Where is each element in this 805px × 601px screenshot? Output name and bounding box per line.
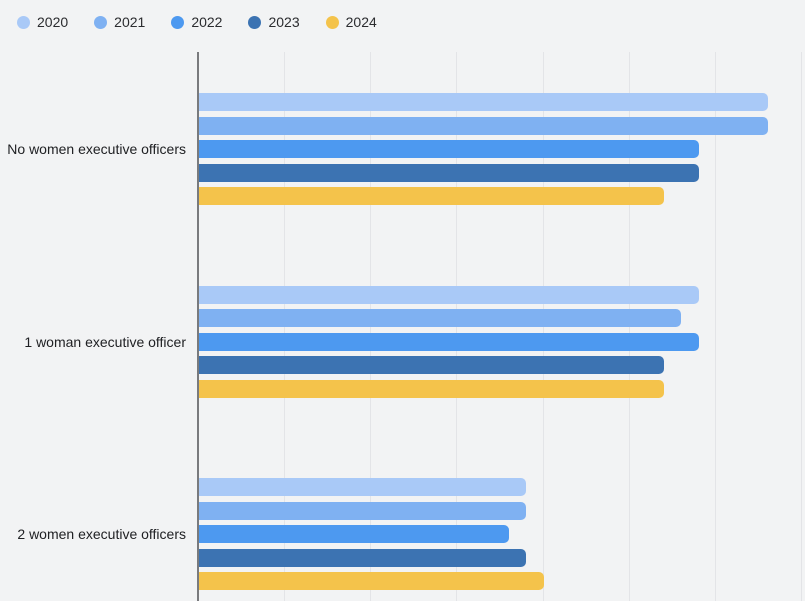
bar-2023-category-1[interactable]	[199, 163, 699, 182]
legend-item-2024[interactable]: 2024	[325, 14, 377, 30]
bar-2021-category-1[interactable]	[199, 116, 768, 135]
bar-2023-category-3[interactable]	[199, 548, 527, 567]
legend-label: 2020	[37, 14, 69, 30]
bar-2024-category-1[interactable]	[199, 187, 665, 205]
bar-2024-category-2[interactable]	[199, 379, 665, 398]
bar-2020-category-3[interactable]	[199, 478, 527, 496]
legend-swatch-circle-icon	[17, 15, 30, 29]
bar-2022-category-2[interactable]	[199, 332, 699, 351]
legend-label: 2021	[114, 14, 146, 30]
legend-item-2022[interactable]: 2022	[171, 14, 222, 30]
x-gridline-60	[714, 52, 716, 601]
legend-label: 2024	[345, 14, 377, 30]
category-label: 1 woman executive officer	[24, 333, 186, 350]
legend-item-2020[interactable]: 2020	[17, 14, 68, 30]
plot-area: No women executive officers 1 woman execu…	[0, 52, 805, 601]
x-gridline-70	[801, 52, 802, 601]
bar-2023-category-2[interactable]	[199, 356, 665, 374]
legend-item-2023[interactable]: 2023	[248, 14, 300, 30]
bar-2022-category-1[interactable]	[199, 140, 699, 158]
legend-swatch-circle-icon	[248, 15, 262, 29]
bar-2020-category-1[interactable]	[199, 93, 768, 111]
legend-label: 2022	[191, 14, 223, 30]
category-label: No women executive officers	[7, 141, 186, 157]
bar-2022-category-3[interactable]	[199, 525, 510, 543]
bar-2024-category-3[interactable]	[199, 572, 544, 590]
legend-swatch-circle-icon	[325, 15, 339, 29]
bar-2021-category-3[interactable]	[199, 501, 527, 520]
legend-item-2021[interactable]: 2021	[94, 14, 145, 30]
category-axis-line	[197, 52, 199, 601]
bar-2020-category-2[interactable]	[199, 285, 699, 304]
legend: 2020 2021 2022 2023 2024	[17, 8, 377, 36]
legend-label: 2023	[268, 14, 300, 30]
bar-2021-category-2[interactable]	[199, 309, 682, 327]
category-label: 2 women executive officers	[17, 526, 186, 542]
legend-swatch-circle-icon	[94, 15, 108, 29]
legend-swatch-circle-icon	[171, 15, 185, 29]
